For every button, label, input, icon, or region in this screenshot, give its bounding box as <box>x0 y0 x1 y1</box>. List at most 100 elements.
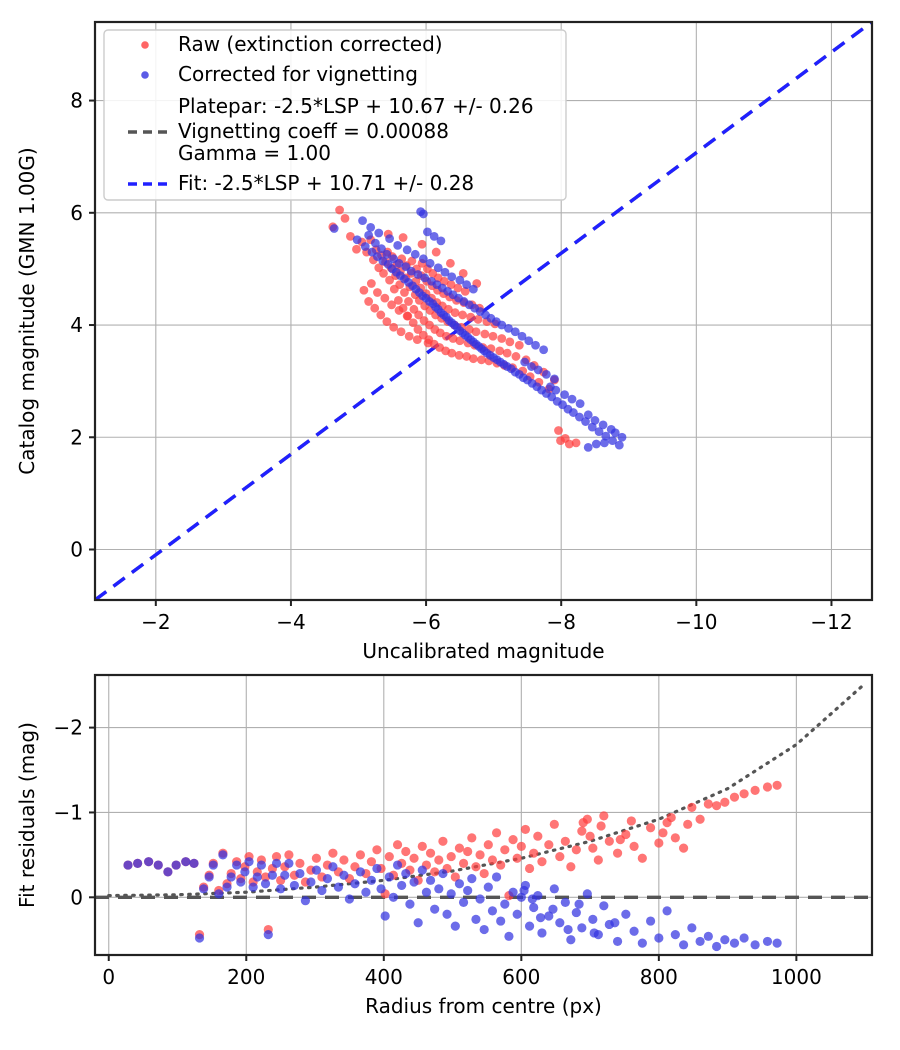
data-point <box>495 346 505 356</box>
legend-entry[interactable]: Fit: -2.5*LSP + 10.71 +/- 0.28 <box>128 171 474 195</box>
data-point <box>436 236 446 246</box>
data-point <box>445 258 455 268</box>
xtick-label: −8 <box>546 610 575 634</box>
legend-box <box>103 29 567 201</box>
data-point <box>433 263 443 273</box>
data-point <box>429 231 439 241</box>
data-point <box>739 789 749 799</box>
legend-entry[interactable]: Platepar: -2.5*LSP + 10.67 +/- 0.26 <box>178 94 534 118</box>
data-point <box>549 819 559 829</box>
data-point <box>549 884 559 894</box>
ytick-label: −1 <box>54 800 83 824</box>
data-point <box>407 256 417 266</box>
data-point <box>496 916 506 926</box>
data-point <box>441 331 451 341</box>
data-point <box>181 857 191 867</box>
data-point <box>541 370 551 379</box>
data-point <box>387 300 397 310</box>
data-point <box>612 848 623 858</box>
ticks-fit-residuals: 0 200 400 600 800 1000 0 −1 −2 <box>54 716 822 989</box>
data-point <box>670 833 680 843</box>
data-point <box>450 872 460 882</box>
data-point <box>401 846 411 857</box>
data-point <box>352 235 362 245</box>
data-point <box>575 399 585 408</box>
data-point <box>335 205 344 215</box>
data-point <box>393 240 403 250</box>
data-point <box>750 940 760 950</box>
data-point <box>520 357 530 367</box>
data-point <box>340 214 350 223</box>
data-point <box>284 858 294 868</box>
data-point <box>374 228 384 238</box>
data-point <box>252 872 262 882</box>
data-point <box>455 336 465 346</box>
data-point <box>500 899 510 909</box>
data-point <box>366 222 376 232</box>
data-point <box>392 860 403 870</box>
data-point <box>413 918 423 928</box>
data-point <box>516 841 526 851</box>
data-point <box>421 887 432 897</box>
plot-area-fit-residuals <box>95 681 872 952</box>
data-point <box>588 914 598 924</box>
data-point <box>466 312 476 322</box>
data-point <box>524 336 534 346</box>
data-point <box>577 923 587 933</box>
data-point <box>447 272 457 282</box>
data-point <box>594 427 604 437</box>
data-point <box>508 887 518 897</box>
data-point <box>527 894 537 904</box>
data-point <box>384 872 394 882</box>
data-point <box>380 293 390 303</box>
data-point <box>366 857 377 867</box>
xtick-label: 600 <box>502 965 540 989</box>
data-point <box>446 851 456 862</box>
data-point <box>453 283 463 293</box>
legend-label: Fit: -2.5*LSP + 10.71 +/- 0.28 <box>178 171 474 195</box>
data-point <box>394 258 404 268</box>
data-point <box>508 835 518 845</box>
legend-entry[interactable]: Raw (extinction corrected) <box>141 32 443 56</box>
series-raw <box>123 780 782 940</box>
data-point <box>566 935 576 945</box>
legend-entry[interactable]: Corrected for vignetting <box>141 62 418 86</box>
legend-label: Corrected for vignetting <box>178 62 418 86</box>
xtick-label: −12 <box>810 610 852 634</box>
data-point <box>400 288 409 297</box>
data-point <box>413 270 423 279</box>
legend-entry[interactable]: Gamma = 1.00 <box>178 141 331 165</box>
data-point <box>376 310 386 320</box>
ytick-label: 0 <box>70 885 83 909</box>
data-point <box>392 840 403 850</box>
data-point <box>208 860 218 870</box>
data-point <box>654 838 664 848</box>
data-point <box>617 432 627 442</box>
data-point <box>328 862 338 872</box>
data-point <box>590 416 600 425</box>
data-point <box>352 244 361 254</box>
data-point <box>434 855 444 865</box>
data-point <box>615 835 625 845</box>
ytick-label: 4 <box>70 313 83 337</box>
data-point <box>687 923 697 933</box>
ytick-label: −2 <box>54 716 83 740</box>
data-point <box>695 936 705 947</box>
data-point <box>587 422 597 432</box>
plot-area-photometric-calibration <box>95 22 872 600</box>
data-point <box>564 439 574 449</box>
data-point <box>477 355 486 365</box>
legend-entry[interactable]: Vignetting coeff = 0.00088 <box>128 119 449 143</box>
data-point <box>585 831 595 841</box>
data-point <box>417 841 427 851</box>
data-point <box>762 782 773 792</box>
data-point <box>366 875 377 885</box>
data-point <box>599 811 609 821</box>
data-point <box>256 860 266 870</box>
data-point <box>163 867 173 877</box>
data-point <box>364 230 374 240</box>
data-point <box>204 872 214 882</box>
data-point <box>280 870 290 880</box>
data-point <box>583 410 593 420</box>
